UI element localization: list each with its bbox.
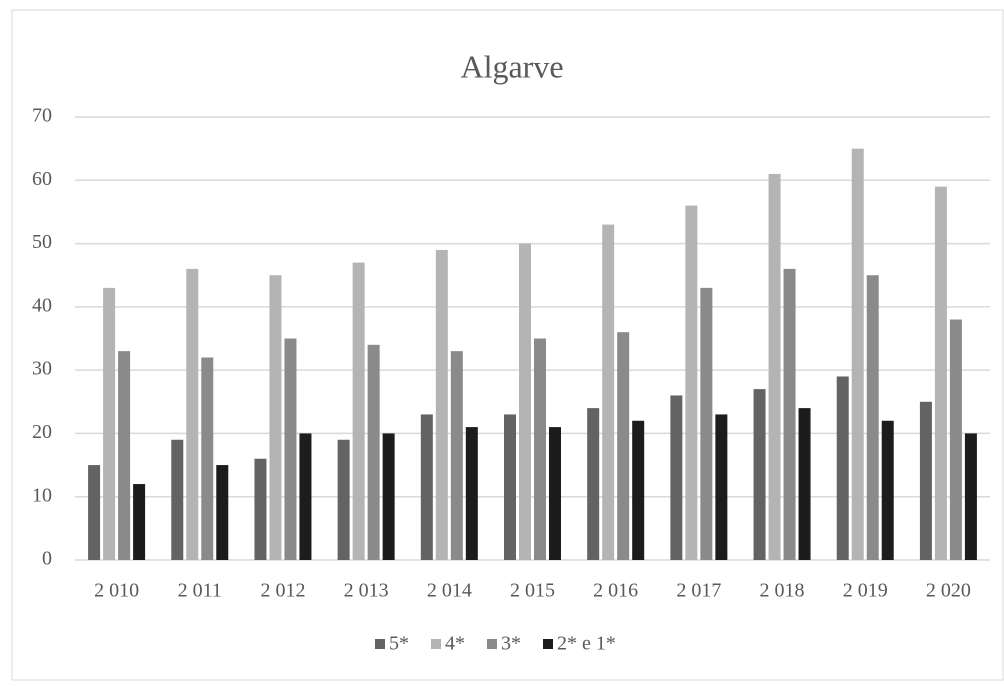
chart-frame	[11, 9, 1004, 681]
bar	[549, 427, 561, 560]
bar	[798, 408, 811, 560]
bar	[186, 268, 199, 560]
bar	[534, 338, 546, 560]
bar	[700, 287, 713, 560]
legend-label: 2* e 1*	[557, 633, 616, 655]
bar	[254, 458, 267, 560]
bar	[337, 439, 350, 560]
bar	[881, 420, 894, 560]
bar	[685, 205, 698, 560]
legend-swatch	[375, 639, 385, 649]
bar	[964, 433, 977, 560]
bar	[632, 420, 645, 560]
bar	[382, 433, 395, 560]
bar	[465, 427, 478, 560]
y-tick-label: 10	[32, 484, 52, 506]
x-tick-label: 2 010	[94, 580, 139, 602]
x-tick-label: 2 019	[843, 580, 888, 602]
x-tick-label: 2 020	[926, 580, 971, 602]
bar	[753, 389, 766, 560]
bar	[435, 249, 448, 560]
x-tick-label: 2 013	[344, 580, 389, 602]
bar	[216, 465, 229, 560]
y-tick-label: 60	[32, 168, 52, 190]
bar	[367, 344, 380, 560]
bar	[201, 357, 214, 560]
bar	[420, 414, 433, 560]
chart-title: Algarve	[460, 48, 563, 84]
x-tick-label: 2 017	[676, 580, 721, 602]
bar	[587, 408, 600, 560]
x-tick-label: 2 016	[593, 580, 638, 602]
y-tick-label: 50	[32, 231, 52, 253]
bar	[133, 484, 146, 560]
bar	[519, 243, 531, 561]
bar	[919, 401, 932, 560]
bar	[118, 351, 131, 560]
bar	[269, 275, 282, 560]
x-tick-label: 2 014	[427, 580, 472, 602]
bar	[783, 268, 796, 560]
legend-swatch	[487, 639, 497, 649]
bar	[934, 186, 947, 560]
bar	[103, 287, 116, 560]
bar	[836, 376, 849, 560]
bar	[670, 395, 683, 560]
bar	[450, 351, 463, 560]
bar	[299, 433, 312, 560]
bar	[617, 332, 630, 560]
y-tick-label: 0	[42, 548, 52, 570]
bar	[602, 224, 615, 561]
bar	[715, 414, 728, 560]
legend-label: 3*	[501, 633, 521, 655]
bar	[866, 275, 879, 560]
legend-swatch	[431, 639, 441, 649]
bar	[949, 319, 962, 560]
x-tick-label: 2 012	[260, 580, 305, 602]
bar	[504, 414, 516, 560]
bar	[284, 338, 297, 560]
legend-swatch	[543, 639, 553, 649]
x-tick-label: 2 015	[510, 580, 555, 602]
bar	[171, 439, 184, 560]
y-tick-label: 40	[32, 294, 52, 316]
y-tick-label: 30	[32, 358, 52, 380]
legend-label: 5*	[389, 633, 409, 655]
legend-label: 4*	[445, 633, 465, 655]
bar	[352, 262, 365, 560]
y-tick-label: 20	[32, 421, 52, 443]
bar	[768, 173, 781, 560]
x-tick-label: 2 018	[760, 580, 805, 602]
x-tick-label: 2 011	[178, 580, 222, 602]
y-tick-label: 70	[32, 105, 52, 127]
bar	[851, 148, 864, 560]
bar	[88, 465, 101, 560]
